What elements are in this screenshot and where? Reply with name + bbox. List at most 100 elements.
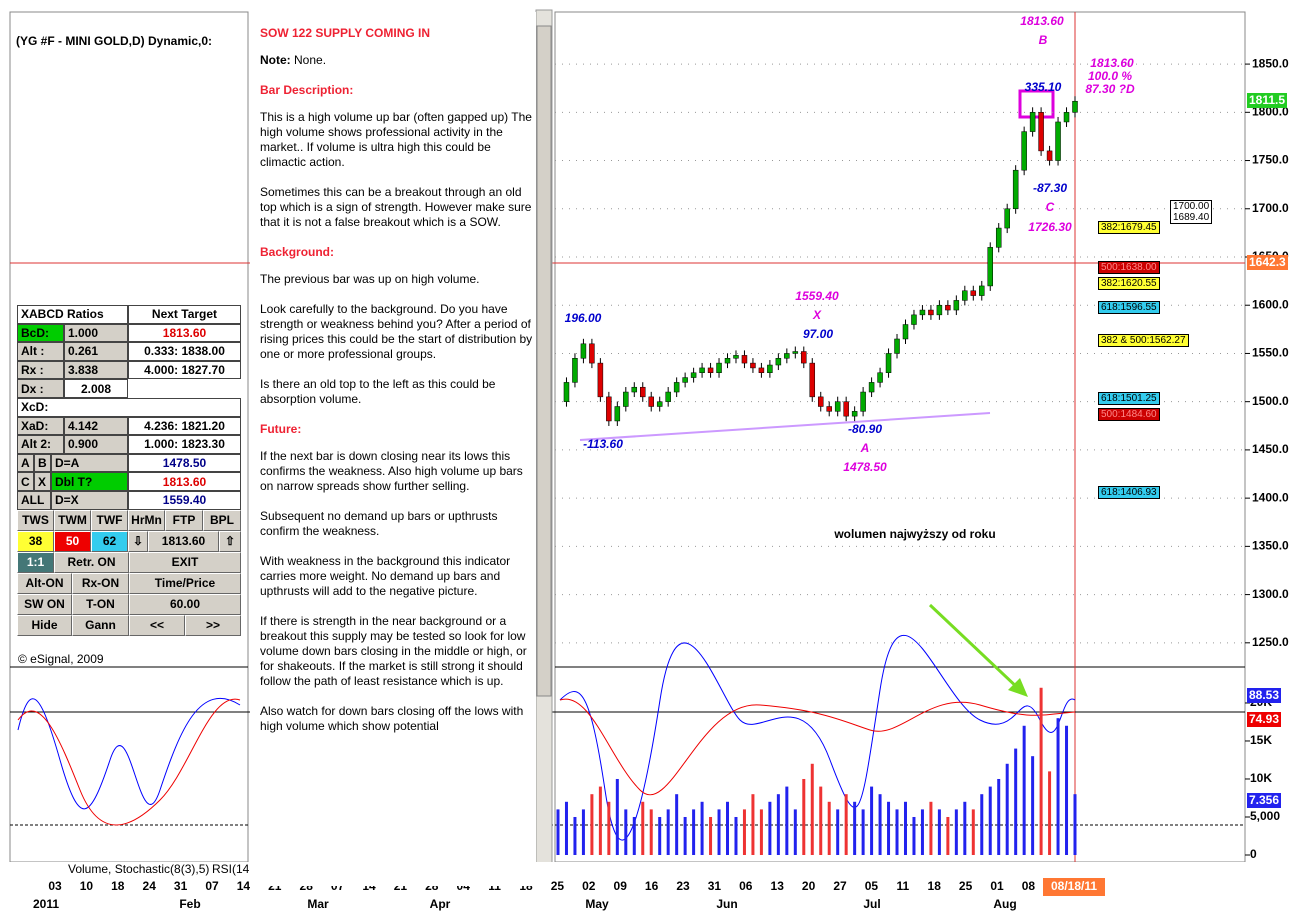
button[interactable]: TWM	[54, 509, 91, 531]
annotation: -80.90	[848, 422, 882, 436]
candle	[716, 362, 722, 373]
button[interactable]: 1813.60	[148, 530, 219, 552]
candle	[809, 362, 816, 398]
highlight-box	[1018, 89, 1055, 119]
date-label: 31	[174, 879, 188, 893]
table-row: XcD:	[17, 397, 241, 417]
scroll-thumb[interactable]	[536, 25, 552, 697]
y-tick-label: 0	[1250, 847, 1257, 861]
candle	[614, 406, 621, 422]
volume-bar	[1056, 718, 1060, 855]
button[interactable]: 50	[54, 530, 91, 552]
y-tick-label: 1700.0	[1252, 201, 1289, 215]
button[interactable]: 62	[91, 530, 128, 552]
button[interactable]: TWS	[17, 509, 54, 531]
volume-bar	[793, 809, 797, 855]
button[interactable]: <<	[129, 614, 185, 636]
date-label: 20	[802, 879, 816, 893]
volume-bar	[581, 809, 585, 855]
paragraph: If there is strength in the near backgro…	[260, 614, 527, 688]
volume-bar	[649, 809, 653, 855]
button[interactable]: Alt-ON	[17, 572, 72, 594]
volume-bar	[709, 816, 713, 855]
table-cell: XaD:	[17, 416, 64, 436]
date-label: 08	[1022, 879, 1036, 893]
candle	[572, 358, 578, 383]
button[interactable]: Gann	[72, 614, 129, 636]
table-cell: 0.333: 1838.00	[128, 342, 241, 361]
note-text: None.	[294, 53, 327, 67]
table-cell: 1559.40	[128, 490, 241, 510]
volume-bar	[692, 809, 696, 855]
annotation: B	[1039, 33, 1048, 47]
month-label: 2011	[33, 897, 59, 911]
annotation: 97.00	[803, 327, 833, 341]
date-label: 16	[645, 879, 659, 893]
candle	[792, 351, 799, 354]
annotation: X	[812, 308, 822, 322]
candle	[953, 300, 960, 311]
annotation: A	[860, 441, 870, 455]
price-tag: 1811.5	[1247, 93, 1288, 109]
date-box	[1043, 878, 1105, 896]
candle	[885, 353, 892, 373]
button[interactable]: ⇩	[128, 530, 148, 552]
month-label: Aug	[993, 897, 1016, 911]
candle	[1004, 208, 1010, 229]
current-date: 08/18/11	[1051, 879, 1097, 893]
volume-bar	[776, 794, 780, 855]
price-tag: 88.53	[1247, 688, 1282, 703]
panel-title: SOW 122 SUPPLY COMING IN	[260, 26, 431, 40]
candle	[665, 391, 671, 402]
date-label: 31	[708, 879, 722, 893]
button[interactable]: Hide	[17, 614, 72, 636]
button[interactable]: FTP	[165, 509, 203, 531]
volume-bar	[1014, 748, 1018, 855]
volume-bar	[870, 786, 874, 855]
annotation: 1559.40	[795, 289, 839, 303]
button[interactable]: EXIT	[129, 551, 241, 573]
table-cell: 3.838	[64, 360, 128, 380]
level-label: 500:1638.00	[1098, 261, 1160, 274]
button[interactable]: ⇧	[219, 530, 241, 552]
button[interactable]: TWF	[91, 509, 128, 531]
volume-bar	[844, 794, 848, 855]
table-cell: Dx :	[17, 379, 64, 398]
button-row: Alt-ON Rx-ON Time/Price	[17, 572, 241, 594]
volume-bar	[759, 809, 763, 855]
volume-bar	[785, 786, 789, 855]
button[interactable]: BPL	[203, 509, 241, 531]
target-value: 1700.00	[1173, 201, 1210, 212]
arrow-head	[1008, 678, 1028, 697]
candle	[563, 382, 570, 402]
candle	[919, 309, 926, 316]
month-label: Mar	[307, 897, 329, 911]
button[interactable]: T-ON	[72, 593, 129, 615]
button[interactable]: >>	[185, 614, 241, 636]
button[interactable]: Rx-ON	[72, 572, 129, 594]
candle	[970, 290, 977, 296]
candle	[894, 338, 900, 354]
table-cell: C	[17, 472, 34, 491]
volume-bar	[878, 794, 882, 855]
volume-bar	[632, 816, 636, 855]
volume-bar	[895, 809, 899, 855]
section-heading: Background:	[260, 245, 335, 259]
level-label: 382 & 500:1562.27	[1098, 334, 1189, 347]
stoch-line	[559, 698, 1076, 796]
button[interactable]: 38	[17, 530, 54, 552]
button[interactable]: 60.00	[129, 593, 241, 615]
button[interactable]: Time/Price	[129, 572, 241, 594]
volume-bar	[963, 801, 967, 855]
button[interactable]: HrMn	[128, 509, 165, 531]
candle	[817, 396, 824, 407]
tab[interactable]: RSI(14	[212, 862, 250, 876]
button[interactable]: 1:1	[17, 551, 54, 573]
button[interactable]: Retr. ON	[54, 551, 129, 573]
button[interactable]: SW ON	[17, 593, 72, 615]
candle	[750, 362, 756, 369]
y-tick-label: 10K	[1250, 771, 1272, 785]
table-cell: 4.236: 1821.20	[128, 416, 241, 436]
tab[interactable]: Volume, Stochastic(8(3),5)	[68, 862, 209, 876]
table-cell: BcD:	[17, 323, 64, 343]
